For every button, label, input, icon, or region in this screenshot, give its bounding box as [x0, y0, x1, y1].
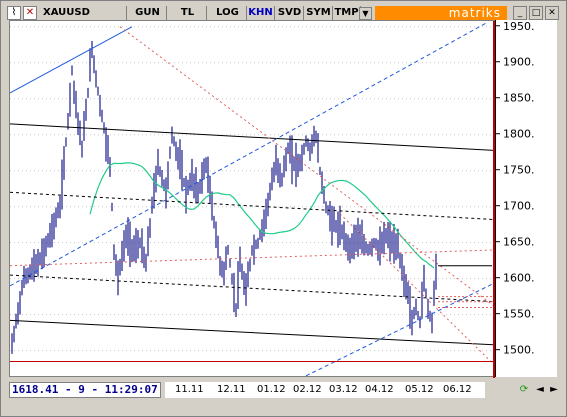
y-axis-svg: 1950. 1900. 1850. 1800. 1750. 1700. 1650. 1600.…	[495, 20, 535, 377]
channel-bottom-line	[9, 319, 497, 346]
khn-button[interactable]: KHN	[247, 6, 275, 21]
template-dropdown-icon[interactable]: ▼	[359, 7, 372, 20]
symbol-label: XAUUSD	[41, 6, 127, 21]
y-tick-label: 1950.	[503, 20, 535, 33]
price-chart-area[interactable]	[9, 20, 497, 378]
y-tick-label: 1550.	[503, 308, 535, 321]
toolbar: ⌇ ✕ XAUUSD GUN TL LOG KHN SVD SYM TMP ▼ …	[3, 4, 564, 23]
trend-line-blue-dashed-lower	[305, 281, 497, 377]
trend-line-blue-solid	[9, 26, 133, 94]
arrow-left-icon[interactable]: ◄	[536, 384, 544, 395]
cursor-readout: 1618.41 - 9 - 11:29:07	[9, 382, 161, 398]
period-button-gun[interactable]: GUN	[129, 6, 167, 21]
x-axis-labels: 11.11 12.11 01.12 02.12 03.12 04.12 05.12 06.12	[165, 382, 485, 398]
template-button[interactable]: TMP	[333, 6, 361, 21]
y-tick-label: 1850.	[503, 92, 535, 105]
x-tick-label: 11.11	[175, 384, 204, 395]
close-window-icon[interactable]: ✕	[545, 6, 559, 20]
minimize-icon[interactable]: _	[513, 6, 527, 20]
y-tick-label: 1700.	[503, 200, 535, 213]
x-tick-label: 03.12	[329, 384, 358, 395]
y-tick-label: 1900.	[503, 56, 535, 69]
y-tick-label: 1600.	[503, 272, 535, 285]
y-tick-label: 1650.	[503, 236, 535, 249]
x-tick-label: 01.12	[257, 384, 286, 395]
refresh-icon[interactable]: ⟳	[519, 384, 529, 395]
close-chart-icon[interactable]: ✕	[23, 6, 37, 20]
chart-type-icon[interactable]: ⌇	[7, 6, 21, 20]
moving-average-line	[89, 162, 435, 269]
y-tick-label: 1500.	[503, 344, 535, 357]
x-tick-label: 04.12	[365, 384, 394, 395]
trend-line-red-steep	[339, 213, 497, 367]
arrow-right-icon[interactable]: ►	[550, 384, 558, 395]
x-tick-label: 06.12	[443, 384, 472, 395]
currency-button-tl[interactable]: TL	[169, 6, 207, 21]
trend-line-red-down	[119, 26, 497, 308]
y-tick-label: 1750.	[503, 164, 535, 177]
x-tick-label: 05.12	[405, 384, 434, 395]
maximize-icon[interactable]: □	[529, 6, 543, 20]
brand-logo: matriks	[375, 6, 507, 21]
channel-mid-line-upper	[9, 191, 497, 221]
channel-mid-line-lower	[9, 274, 497, 303]
trend-line-red-flat	[9, 249, 497, 267]
sym-button[interactable]: SYM	[305, 6, 333, 21]
x-tick-label: 12.11	[217, 384, 246, 395]
svd-button[interactable]: SVD	[276, 6, 304, 21]
bottom-bar: 1618.41 - 9 - 11:29:07 11.11 12.11 01.12 02…	[9, 382, 559, 398]
log-scale-button[interactable]: LOG	[209, 6, 247, 21]
price-chart-svg	[9, 21, 497, 378]
channel-top-line	[9, 123, 497, 152]
y-tick-label: 1800.	[503, 128, 535, 141]
y-axis: 1950. 1900. 1850. 1800. 1750. 1700. 1650. 1600.…	[495, 20, 557, 377]
x-tick-label: 02.12	[293, 384, 322, 395]
